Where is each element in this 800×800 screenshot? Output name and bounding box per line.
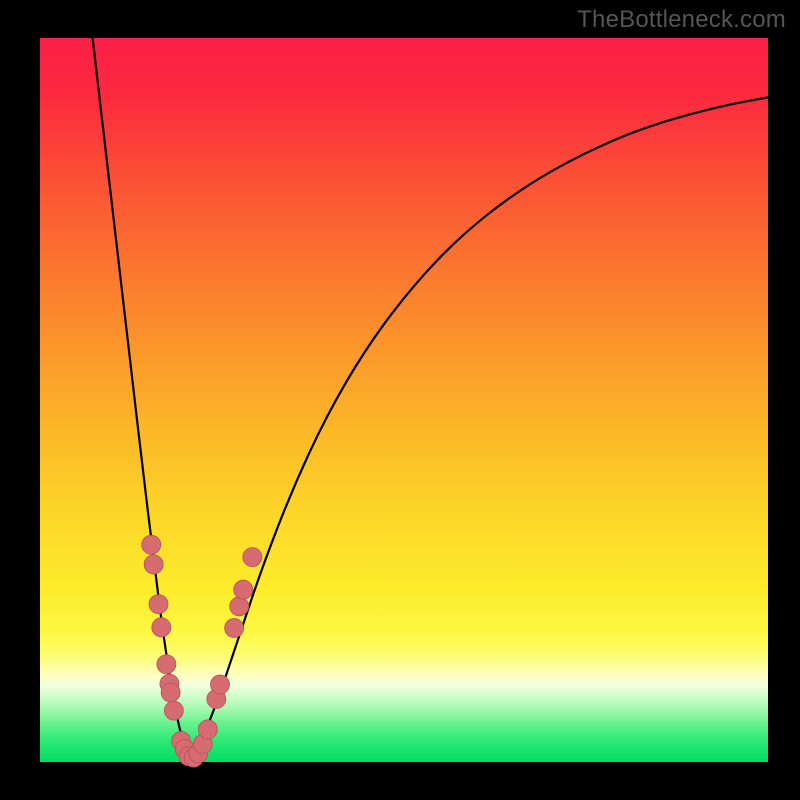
data-marker: [149, 595, 168, 614]
data-marker: [144, 555, 163, 574]
data-marker: [142, 535, 161, 554]
data-marker: [225, 619, 244, 638]
data-marker: [243, 548, 262, 567]
data-marker: [152, 618, 171, 637]
data-marker: [230, 597, 249, 616]
bottleneck-curve-chart: [0, 0, 800, 800]
data-marker: [157, 655, 176, 674]
chart-container: TheBottleneck.com: [0, 0, 800, 800]
watermark-text: TheBottleneck.com: [577, 6, 786, 34]
data-marker: [198, 720, 217, 739]
data-marker: [210, 675, 229, 694]
chart-gradient-bg: [40, 38, 768, 762]
data-marker: [234, 580, 253, 599]
data-marker: [164, 701, 183, 720]
data-marker: [161, 683, 180, 702]
